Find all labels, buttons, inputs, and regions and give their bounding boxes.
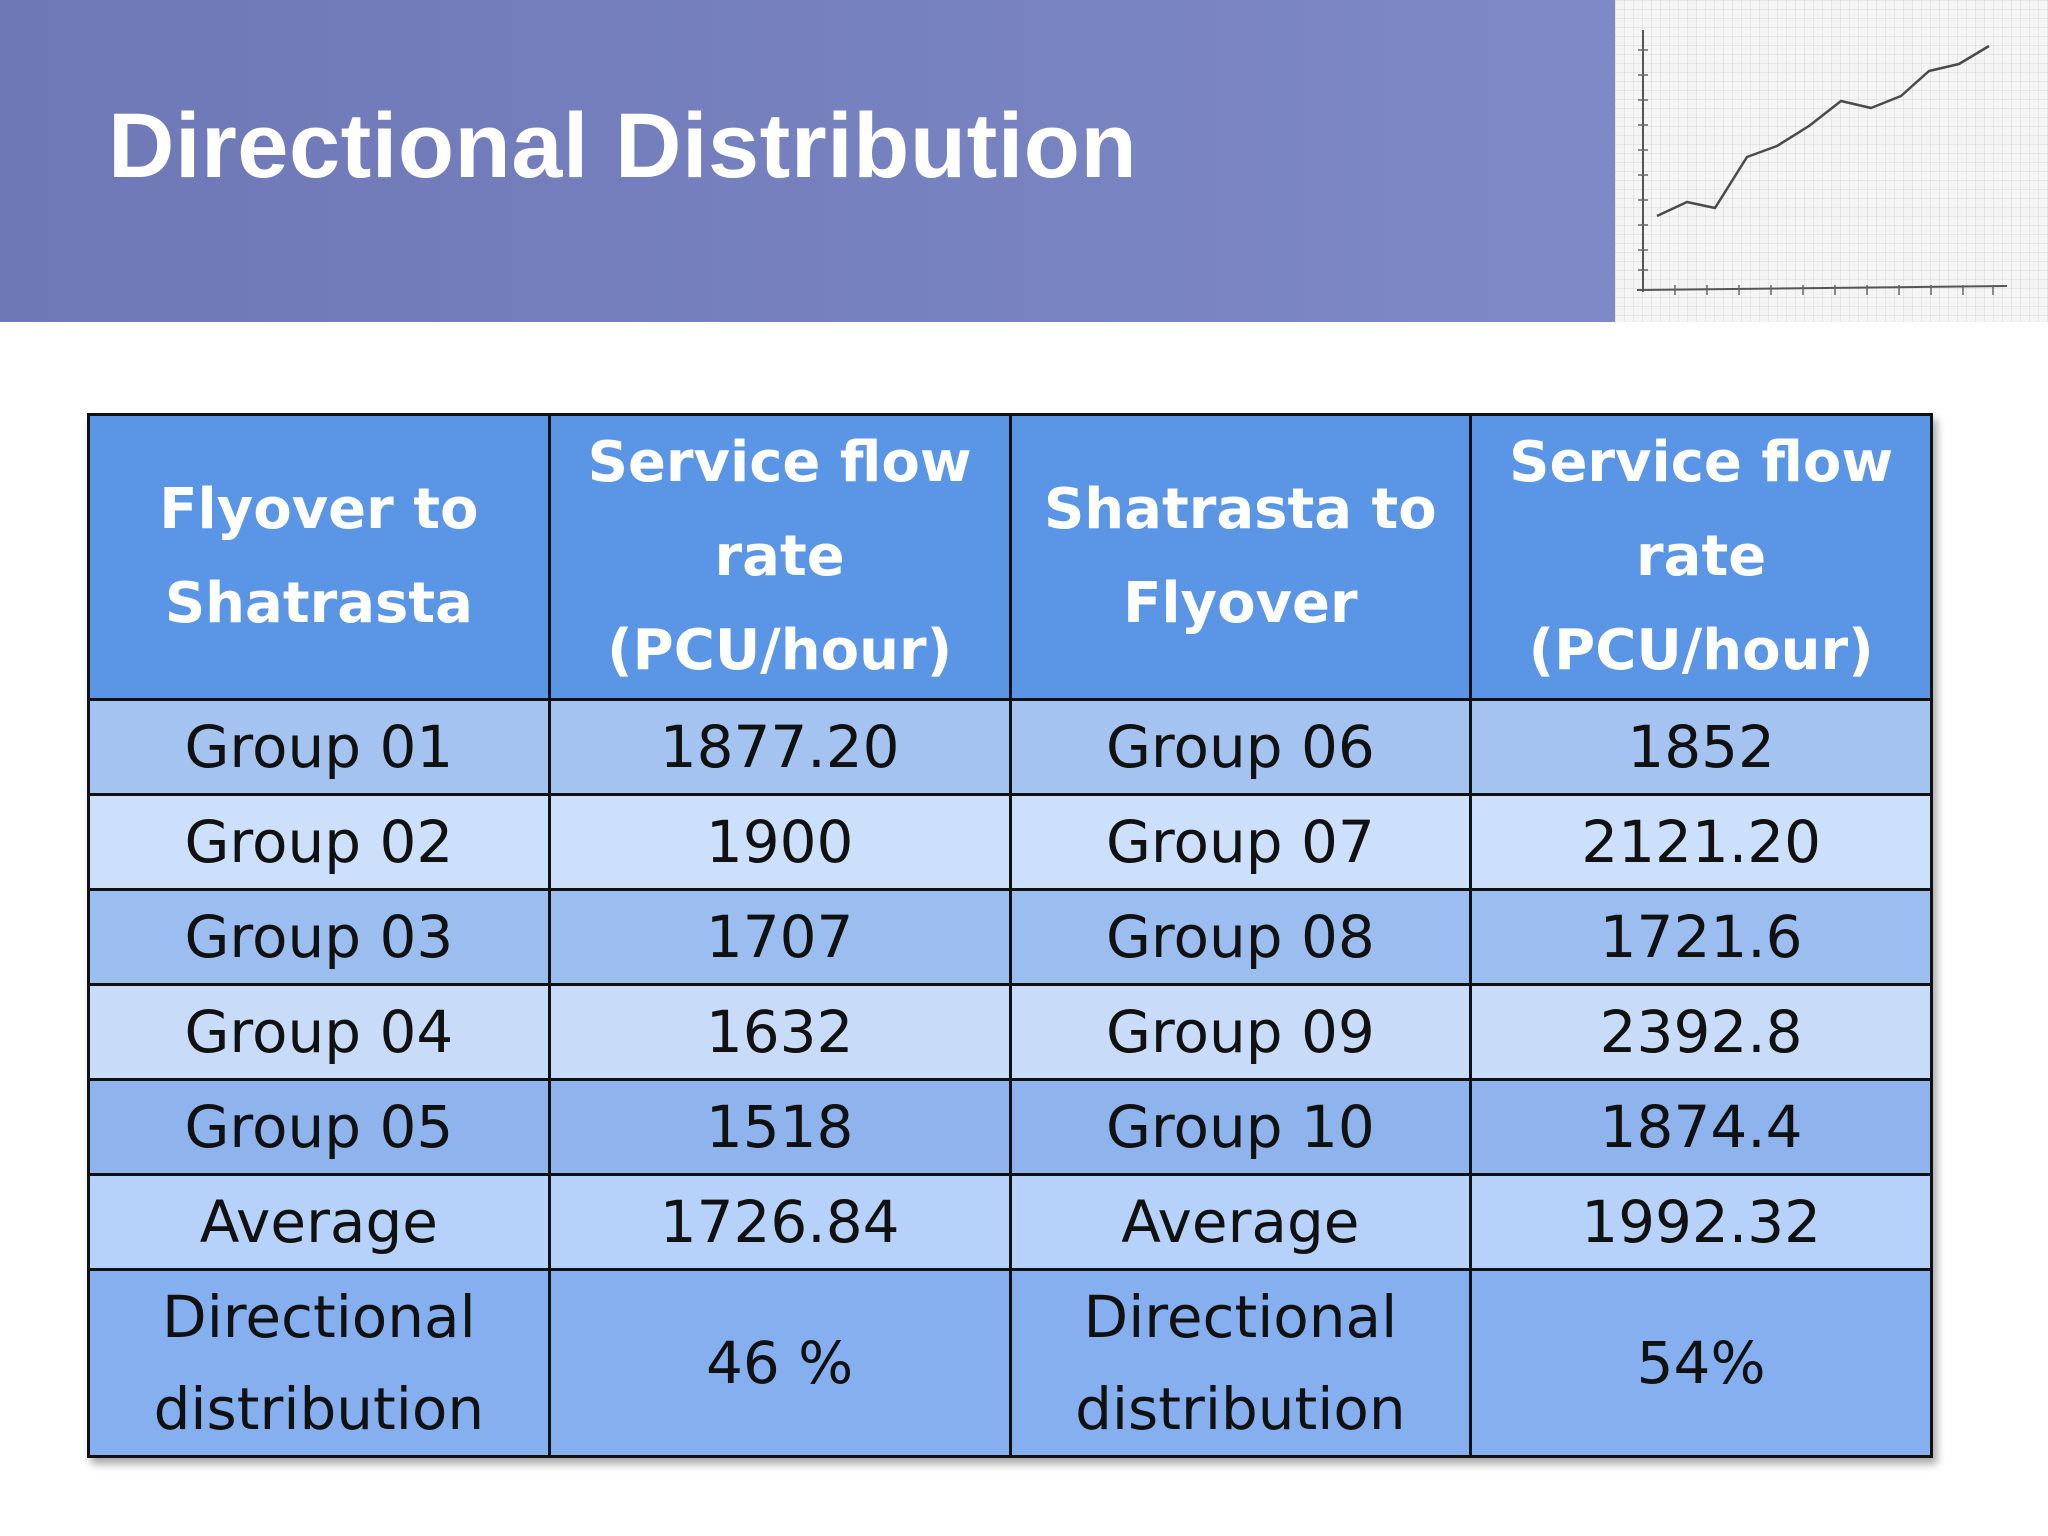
table-cell: Group 02 — [87, 793, 551, 891]
table-row-average: Average 1726.84 Average 1992.32 — [87, 1173, 1933, 1271]
table-header-row: Flyover to Shatrasta Service flow rate (… — [87, 413, 1933, 701]
table-cell: Group 08 — [1008, 888, 1473, 986]
table-cell: 1707 — [547, 888, 1012, 986]
table-cell: Average — [1008, 1173, 1473, 1271]
table-cell: Group 03 — [87, 888, 551, 986]
graph-paper-photo — [1615, 0, 2048, 322]
table-cell: 1877.20 — [547, 698, 1012, 796]
table-row: Group 01 1877.20 Group 06 1852 — [87, 698, 1933, 796]
table-cell: 1874.4 — [1469, 1078, 1933, 1176]
table-cell: 2121.20 — [1469, 793, 1933, 891]
table-row: Group 05 1518 Group 10 1874.4 — [87, 1078, 1933, 1176]
table-cell: Group 07 — [1008, 793, 1473, 891]
table-cell: 46 % — [547, 1268, 1012, 1458]
table-cell: Average — [87, 1173, 551, 1271]
table-cell: Group 05 — [87, 1078, 551, 1176]
table-cell: Directional distribution — [87, 1268, 551, 1458]
table-cell: 1726.84 — [547, 1173, 1012, 1271]
table-cell: 1900 — [547, 793, 1012, 891]
table-cell: Group 09 — [1008, 983, 1473, 1081]
column-header: Shatrasta to Flyover — [1008, 413, 1473, 701]
table-row: Group 04 1632 Group 09 2392.8 — [87, 983, 1933, 1081]
table-cell: Group 01 — [87, 698, 551, 796]
column-header: Service flow rate (PCU/hour) — [1469, 413, 1933, 701]
table-cell: 1852 — [1469, 698, 1933, 796]
table-cell: 54% — [1469, 1268, 1933, 1458]
slide-title: Directional Distribution — [108, 95, 1138, 197]
table-cell: Group 04 — [87, 983, 551, 1081]
table-cell: 2392.8 — [1469, 983, 1933, 1081]
table-cell: 1632 — [547, 983, 1012, 1081]
directional-distribution-table: Flyover to Shatrasta Service flow rate (… — [87, 413, 1933, 1458]
column-header: Service flow rate (PCU/hour) — [547, 413, 1012, 701]
table-row-directional-distribution: Directional distribution 46 % Directiona… — [87, 1268, 1933, 1458]
table-cell: Group 10 — [1008, 1078, 1473, 1176]
table-cell: Group 06 — [1008, 698, 1473, 796]
table-row: Group 02 1900 Group 07 2121.20 — [87, 793, 1933, 891]
table-cell: 1721.6 — [1469, 888, 1933, 986]
hand-drawn-line-graph-icon — [1636, 30, 2008, 295]
table-row: Group 03 1707 Group 08 1721.6 — [87, 888, 1933, 986]
table-cell: 1518 — [547, 1078, 1012, 1176]
column-header: Flyover to Shatrasta — [87, 413, 551, 701]
table-cell: Directional distribution — [1008, 1268, 1473, 1458]
title-band: Directional Distribution — [0, 0, 1615, 322]
table-cell: 1992.32 — [1469, 1173, 1933, 1271]
